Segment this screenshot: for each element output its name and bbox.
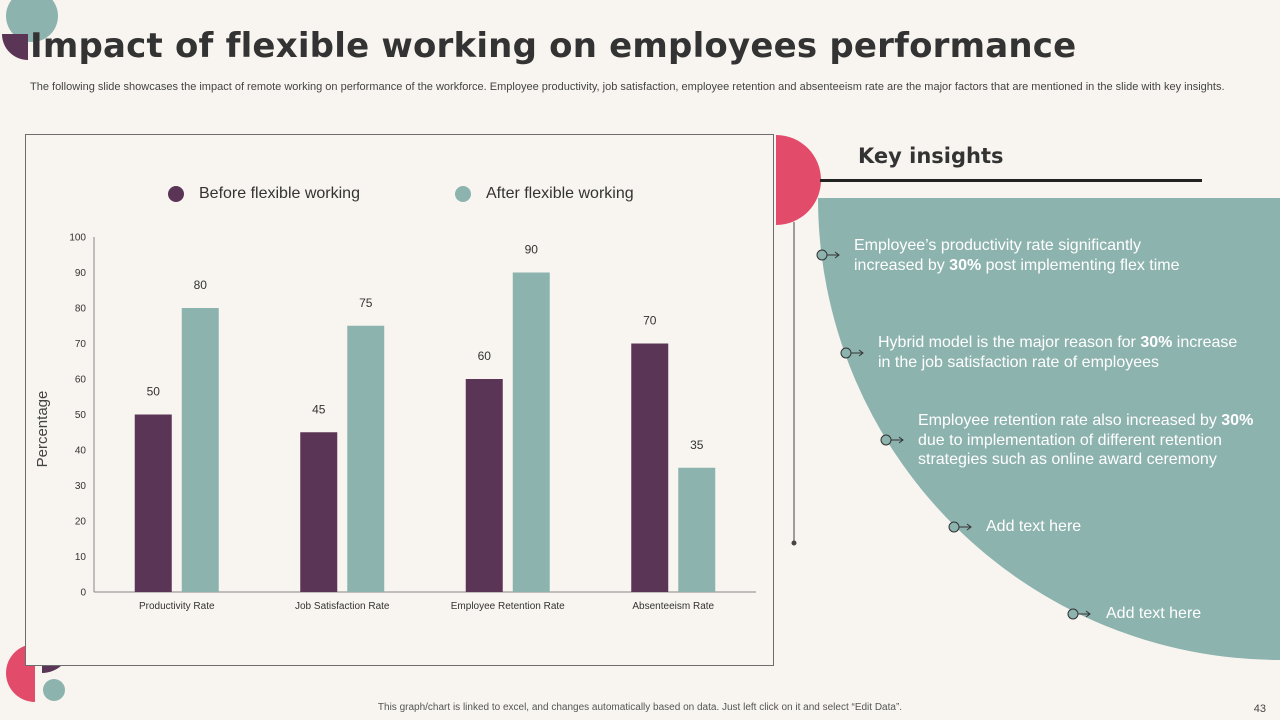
insight-item-2: Hybrid model is the major reason for 30%… xyxy=(878,333,1248,372)
insight-1-text-end: post implementing flex time xyxy=(981,256,1180,274)
insight-item-5[interactable]: Add text here xyxy=(1106,604,1266,624)
y-tick-label: 10 xyxy=(75,552,87,563)
x-tick-label: Productivity Rate xyxy=(139,601,215,612)
page-number: 43 xyxy=(1253,703,1266,715)
y-tick-label: 20 xyxy=(75,517,87,528)
legend-label-after: After flexible working xyxy=(486,185,634,202)
insight-3-text: Employee retention rate also increased b… xyxy=(918,412,1222,429)
insight-2-highlight: 30% xyxy=(1140,334,1173,351)
bar-before xyxy=(631,343,669,592)
pink-half-circle-accent xyxy=(776,135,821,225)
y-tick-label: 40 xyxy=(75,446,87,457)
legend-item-after: After flexible working xyxy=(455,185,634,203)
bar-before xyxy=(134,414,172,592)
data-label: 50 xyxy=(147,385,161,399)
y-tick-label: 50 xyxy=(75,410,87,421)
teal-circle-decoration xyxy=(6,0,58,42)
legend-label-before: Before flexible working xyxy=(199,185,360,202)
y-tick-label: 70 xyxy=(75,339,87,350)
footnote: This graph/chart is linked to excel, and… xyxy=(377,702,903,713)
bar-after xyxy=(181,308,219,592)
data-label: 45 xyxy=(312,402,326,416)
legend-swatch-after xyxy=(455,186,471,202)
teal-dot-decoration xyxy=(43,679,65,701)
data-label: 75 xyxy=(359,296,373,310)
connector-end-dot xyxy=(791,540,797,546)
bar-before xyxy=(465,379,503,592)
data-label: 70 xyxy=(643,314,657,328)
x-tick-label: Job Satisfaction Rate xyxy=(295,601,390,612)
legend-swatch-before xyxy=(168,186,184,202)
insight-2-text-end: increase in the job satisfaction rate of… xyxy=(878,334,1238,371)
insight-bullet-icon xyxy=(840,347,864,359)
insight-item-3: Employee retention rate also increased b… xyxy=(918,411,1263,470)
bar-after xyxy=(678,467,716,592)
top-left-decoration xyxy=(2,0,58,60)
data-label: 60 xyxy=(478,349,492,363)
insight-1-text: Employee’s productivity rate significant… xyxy=(854,237,1141,274)
bar-before xyxy=(300,432,338,592)
insights-title: Key insights xyxy=(858,144,1004,168)
plum-quarter-decoration xyxy=(2,34,28,60)
page-title: Impact of flexible working on employees … xyxy=(30,26,1077,66)
insight-item-4[interactable]: Add text here xyxy=(986,517,1236,537)
y-tick-label: 30 xyxy=(75,481,87,492)
insights-title-rule xyxy=(820,179,1202,182)
y-tick-label: 80 xyxy=(75,304,87,315)
bar-chart: 0 10 20 30 40 50 60 70 80 90 100 50 80 Productivity R… xyxy=(69,233,756,612)
data-label: 80 xyxy=(194,278,208,292)
chart-panel[interactable]: Before flexible working After flexible w… xyxy=(25,134,774,666)
insight-bullet-icon xyxy=(948,521,972,533)
data-label: 35 xyxy=(690,438,704,452)
legend-item-before: Before flexible working xyxy=(168,185,360,203)
bar-after xyxy=(512,272,550,592)
insight-bullet-icon xyxy=(880,434,904,446)
insight-5-text[interactable]: Add text here xyxy=(1106,605,1202,622)
data-label: 90 xyxy=(525,243,539,257)
x-tick-label: Employee Retention Rate xyxy=(451,601,565,612)
y-tick-label: 100 xyxy=(69,233,86,244)
insight-3-highlight: 30% xyxy=(1221,412,1254,429)
insight-4-text[interactable]: Add text here xyxy=(986,518,1082,535)
y-tick-label: 0 xyxy=(80,588,86,599)
y-tick-label: 90 xyxy=(75,268,87,279)
insight-bullet-icon xyxy=(816,249,840,261)
insights-teal-panel xyxy=(818,198,1280,660)
insight-item-1: Employee’s productivity rate significant… xyxy=(854,236,1214,275)
page-subtitle: The following slide showcases the impact… xyxy=(30,81,1225,93)
bar-after xyxy=(347,325,385,592)
insight-1-highlight: 30% xyxy=(949,256,982,274)
y-tick-label: 60 xyxy=(75,375,87,386)
insight-bullet-icon xyxy=(1067,608,1091,620)
insight-2-text: Hybrid model is the major reason for xyxy=(878,334,1141,351)
x-tick-label: Absenteeism Rate xyxy=(632,601,714,612)
insight-3-text-end: due to implementation of different reten… xyxy=(918,431,1222,469)
